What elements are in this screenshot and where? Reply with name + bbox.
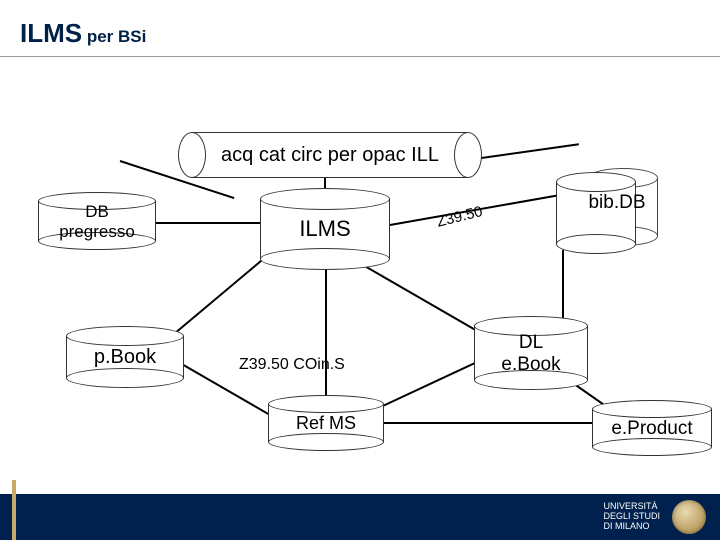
edge-ilms-dbpreg [150,222,270,224]
footer-text: UNIVERSITÀ DEGLI STUDI DI MILANO [603,502,660,532]
edge-refms-eprod [380,422,610,424]
edge-label-z3950: Z39.50 [435,203,484,231]
node-eproduct: e.Product [592,400,712,456]
node-ilms: ILMS [260,188,390,270]
edge-refms-ilms [325,265,327,405]
title-main: ILMS [20,18,82,48]
edge-refms-dlebook [372,355,491,412]
node-refms: Ref MS [268,395,384,451]
node-dbpregresso-label: DBpregresso [38,202,156,241]
node-dbpregresso: DBpregresso [38,192,156,250]
node-dlebook: DLe.Book [474,316,588,390]
title-sub: per BSi [82,27,146,46]
title-divider [0,56,720,57]
node-pbook-label: p.Book [66,346,184,369]
node-ilms-label: ILMS [260,216,390,241]
node-topbar-label: acq cat circ per opac ILL [178,144,482,167]
footer-pin [12,480,16,540]
node-bibdb-label: bib.DB [572,192,662,214]
slide-title: ILMS per BSi [20,18,146,49]
node-refms-label: Ref MS [268,413,384,434]
university-logo [672,500,706,534]
node-pbook: p.Book [66,326,184,388]
node-eproduct-label: e.Product [592,418,712,440]
node-dlebook-label: DLe.Book [474,332,588,376]
edge-label-z3950-coins: Z39.50 COin.S [239,356,345,374]
node-topbar: acq cat circ per opac ILL [178,132,482,178]
